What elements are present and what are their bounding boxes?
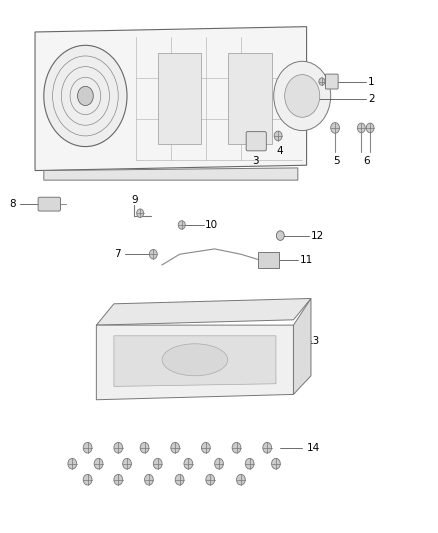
Ellipse shape xyxy=(162,344,228,376)
Text: 14: 14 xyxy=(307,443,320,453)
Circle shape xyxy=(137,209,144,217)
Circle shape xyxy=(94,458,103,469)
Text: 10: 10 xyxy=(205,220,218,230)
Text: 7: 7 xyxy=(114,249,120,259)
Circle shape xyxy=(114,474,123,485)
Circle shape xyxy=(114,442,123,453)
Text: 8: 8 xyxy=(9,199,15,209)
Circle shape xyxy=(215,458,223,469)
Circle shape xyxy=(140,442,149,453)
Circle shape xyxy=(44,45,127,147)
PathPatch shape xyxy=(35,27,307,171)
Text: 4: 4 xyxy=(276,146,283,156)
Circle shape xyxy=(178,221,185,229)
Circle shape xyxy=(263,442,272,453)
Circle shape xyxy=(366,123,374,133)
FancyBboxPatch shape xyxy=(158,53,201,144)
Circle shape xyxy=(319,78,325,85)
Polygon shape xyxy=(44,168,298,180)
Circle shape xyxy=(171,442,180,453)
Text: 3: 3 xyxy=(252,156,258,166)
Circle shape xyxy=(307,94,314,103)
FancyBboxPatch shape xyxy=(38,197,60,211)
Text: 11: 11 xyxy=(300,255,313,264)
Circle shape xyxy=(184,458,193,469)
Text: 2: 2 xyxy=(368,94,374,103)
Text: 13: 13 xyxy=(307,336,320,346)
FancyBboxPatch shape xyxy=(325,74,338,89)
Circle shape xyxy=(285,75,320,117)
Circle shape xyxy=(206,474,215,485)
Circle shape xyxy=(83,474,92,485)
Polygon shape xyxy=(96,325,293,400)
Polygon shape xyxy=(293,298,311,394)
Circle shape xyxy=(331,123,339,133)
Circle shape xyxy=(276,231,284,240)
Circle shape xyxy=(175,474,184,485)
Circle shape xyxy=(274,131,282,141)
Circle shape xyxy=(232,442,241,453)
FancyBboxPatch shape xyxy=(246,132,266,151)
Text: 1: 1 xyxy=(368,77,374,86)
FancyBboxPatch shape xyxy=(228,53,272,144)
Circle shape xyxy=(153,458,162,469)
Circle shape xyxy=(123,458,131,469)
Circle shape xyxy=(274,61,331,131)
Text: 6: 6 xyxy=(364,157,370,166)
Polygon shape xyxy=(114,336,276,386)
Text: 5: 5 xyxy=(333,157,339,166)
Circle shape xyxy=(145,474,153,485)
Circle shape xyxy=(83,442,92,453)
Circle shape xyxy=(78,86,93,106)
Text: 9: 9 xyxy=(131,195,138,205)
FancyBboxPatch shape xyxy=(258,252,279,268)
Polygon shape xyxy=(96,298,311,325)
Circle shape xyxy=(237,474,245,485)
Circle shape xyxy=(272,458,280,469)
Circle shape xyxy=(245,458,254,469)
Circle shape xyxy=(68,458,77,469)
Text: 12: 12 xyxy=(311,231,324,240)
Circle shape xyxy=(149,249,157,259)
Circle shape xyxy=(201,442,210,453)
Circle shape xyxy=(357,123,365,133)
